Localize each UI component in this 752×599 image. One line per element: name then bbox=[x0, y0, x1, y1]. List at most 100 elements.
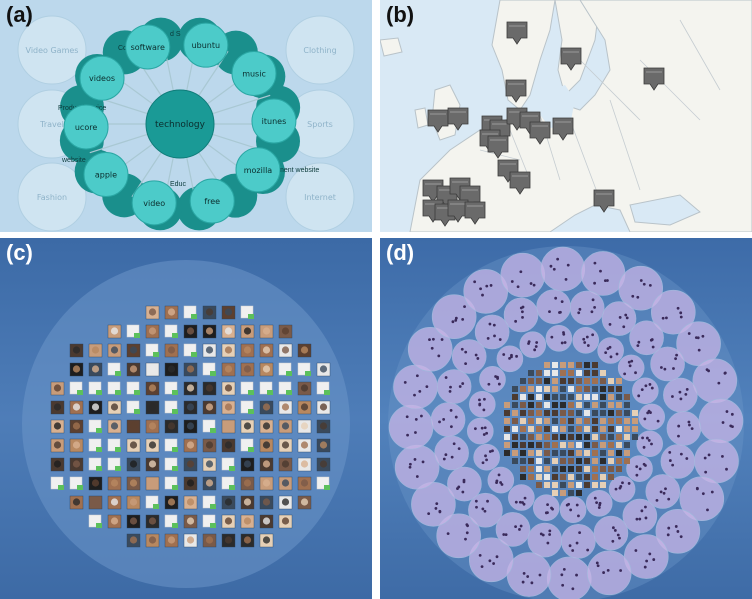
user-photo-thumbnail[interactable] bbox=[259, 324, 274, 339]
user-photo-thumbnail[interactable] bbox=[616, 402, 622, 408]
user-photo-thumbnail[interactable] bbox=[88, 476, 103, 491]
user-photo-thumbnail[interactable] bbox=[568, 434, 574, 440]
placeholder-photo-icon[interactable] bbox=[107, 381, 121, 395]
user-photo-thumbnail[interactable] bbox=[560, 442, 566, 448]
user-photo-thumbnail[interactable] bbox=[69, 419, 84, 434]
placeholder-photo-icon[interactable] bbox=[164, 514, 178, 528]
user-photo-thumbnail[interactable] bbox=[544, 482, 550, 488]
user-photo-thumbnail[interactable] bbox=[592, 410, 598, 416]
location-marker[interactable] bbox=[422, 179, 444, 203]
outer-category-node[interactable]: Video Games bbox=[17, 15, 87, 85]
user-photo-thumbnail[interactable] bbox=[240, 514, 255, 529]
user-photo-thumbnail[interactable] bbox=[297, 419, 312, 434]
user-photo-thumbnail[interactable] bbox=[536, 378, 542, 384]
user-photo-thumbnail[interactable] bbox=[221, 343, 236, 358]
user-photo-thumbnail[interactable] bbox=[145, 324, 160, 339]
cluster-bubble[interactable] bbox=[617, 354, 645, 382]
user-photo-thumbnail[interactable] bbox=[536, 466, 542, 472]
inner-node[interactable]: music bbox=[231, 50, 277, 96]
user-photo-thumbnail[interactable] bbox=[568, 458, 574, 464]
cluster-bubble[interactable] bbox=[593, 515, 629, 551]
user-photo-thumbnail[interactable] bbox=[221, 400, 236, 415]
user-photo-thumbnail[interactable] bbox=[592, 362, 598, 368]
cluster-bubble[interactable] bbox=[645, 474, 681, 509]
outer-category-node[interactable]: Clothing bbox=[285, 15, 355, 85]
placeholder-photo-icon[interactable] bbox=[297, 362, 311, 376]
placeholder-photo-icon[interactable] bbox=[107, 457, 121, 471]
outer-category-node[interactable]: Internet bbox=[285, 162, 355, 232]
user-photo-thumbnail[interactable] bbox=[616, 386, 622, 392]
user-photo-thumbnail[interactable] bbox=[608, 442, 614, 448]
placeholder-photo-icon[interactable] bbox=[278, 362, 292, 376]
user-photo-thumbnail[interactable] bbox=[576, 426, 582, 432]
user-photo-thumbnail[interactable] bbox=[528, 450, 534, 456]
placeholder-photo-icon[interactable] bbox=[316, 381, 330, 395]
user-photo-thumbnail[interactable] bbox=[126, 438, 141, 453]
user-photo-thumbnail[interactable] bbox=[544, 466, 550, 472]
user-photo-thumbnail[interactable] bbox=[145, 457, 160, 472]
user-photo-thumbnail[interactable] bbox=[202, 343, 217, 358]
placeholder-photo-icon[interactable] bbox=[202, 514, 216, 528]
user-photo-thumbnail[interactable] bbox=[624, 450, 630, 456]
user-photo-thumbnail[interactable] bbox=[202, 381, 217, 396]
user-photo-thumbnail[interactable] bbox=[584, 458, 590, 464]
user-photo-thumbnail[interactable] bbox=[584, 370, 590, 376]
inner-node[interactable]: free bbox=[189, 178, 235, 224]
user-photo-thumbnail[interactable] bbox=[202, 324, 217, 339]
user-photo-thumbnail[interactable] bbox=[50, 381, 65, 396]
user-photo-thumbnail[interactable] bbox=[512, 418, 518, 424]
cluster-bubble[interactable] bbox=[601, 301, 637, 336]
user-photo-thumbnail[interactable] bbox=[584, 410, 590, 416]
user-photo-thumbnail[interactable] bbox=[88, 362, 103, 377]
user-photo-thumbnail[interactable] bbox=[126, 476, 141, 491]
user-photo-thumbnail[interactable] bbox=[584, 394, 590, 400]
user-photo-thumbnail[interactable] bbox=[600, 474, 606, 480]
user-photo-thumbnail[interactable] bbox=[221, 324, 236, 339]
user-photo-thumbnail[interactable] bbox=[552, 426, 558, 432]
user-photo-thumbnail[interactable] bbox=[600, 410, 606, 416]
user-photo-thumbnail[interactable] bbox=[632, 410, 638, 416]
user-photo-thumbnail[interactable] bbox=[624, 426, 630, 432]
user-photo-thumbnail[interactable] bbox=[600, 394, 606, 400]
user-photo-thumbnail[interactable] bbox=[592, 458, 598, 464]
user-photo-thumbnail[interactable] bbox=[568, 474, 574, 480]
cluster-bubble[interactable] bbox=[503, 297, 539, 333]
inner-node[interactable]: software bbox=[125, 24, 171, 70]
user-photo-thumbnail[interactable] bbox=[520, 442, 526, 448]
user-photo-thumbnail[interactable] bbox=[560, 426, 566, 432]
user-photo-thumbnail[interactable] bbox=[520, 402, 526, 408]
user-photo-thumbnail[interactable] bbox=[552, 450, 558, 456]
user-photo-thumbnail[interactable] bbox=[88, 400, 103, 415]
inner-node[interactable]: ucore bbox=[63, 104, 109, 150]
cluster-bubble[interactable] bbox=[650, 289, 696, 335]
user-photo-thumbnail[interactable] bbox=[600, 426, 606, 432]
cluster-bubble[interactable] bbox=[660, 444, 696, 479]
cluster-bubble[interactable] bbox=[431, 294, 477, 340]
user-photo-thumbnail[interactable] bbox=[600, 482, 606, 488]
user-photo-thumbnail[interactable] bbox=[584, 402, 590, 408]
placeholder-photo-icon[interactable] bbox=[164, 400, 178, 414]
placeholder-photo-icon[interactable] bbox=[240, 438, 254, 452]
user-photo-thumbnail[interactable] bbox=[183, 495, 198, 510]
user-photo-thumbnail[interactable] bbox=[584, 386, 590, 392]
user-photo-thumbnail[interactable] bbox=[512, 450, 518, 456]
user-photo-thumbnail[interactable] bbox=[592, 482, 598, 488]
user-photo-thumbnail[interactable] bbox=[50, 457, 65, 472]
cluster-bubble[interactable] bbox=[473, 443, 500, 471]
user-photo-thumbnail[interactable] bbox=[576, 378, 582, 384]
inner-node[interactable]: mozilla bbox=[235, 147, 281, 193]
user-photo-thumbnail[interactable] bbox=[528, 474, 534, 480]
cluster-bubble[interactable] bbox=[466, 417, 494, 445]
user-photo-thumbnail[interactable] bbox=[592, 426, 598, 432]
user-photo-thumbnail[interactable] bbox=[528, 442, 534, 448]
user-photo-thumbnail[interactable] bbox=[520, 474, 526, 480]
user-photo-thumbnail[interactable] bbox=[126, 457, 141, 472]
user-photo-thumbnail[interactable] bbox=[632, 426, 638, 432]
user-photo-thumbnail[interactable] bbox=[520, 466, 526, 472]
user-photo-thumbnail[interactable] bbox=[536, 410, 542, 416]
user-photo-thumbnail[interactable] bbox=[616, 426, 622, 432]
user-photo-thumbnail[interactable] bbox=[616, 466, 622, 472]
cluster-bubble[interactable] bbox=[676, 321, 721, 367]
user-photo-thumbnail[interactable] bbox=[576, 370, 582, 376]
user-photo-thumbnail[interactable] bbox=[544, 370, 550, 376]
